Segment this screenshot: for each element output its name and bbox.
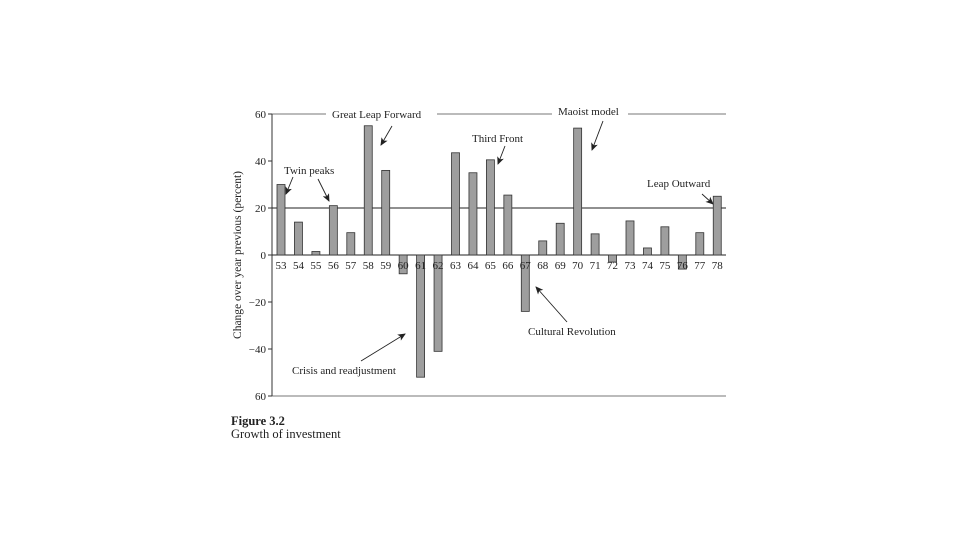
bar-55 bbox=[311, 251, 321, 256]
x-tick-label-59: 59 bbox=[380, 260, 392, 272]
bar-66 bbox=[503, 194, 513, 256]
bar-74 bbox=[643, 247, 652, 256]
y-tick-label: 40 bbox=[255, 156, 267, 168]
bar-67 bbox=[520, 254, 530, 312]
x-tick-label-76: 76 bbox=[677, 260, 689, 272]
bar-70 bbox=[573, 127, 583, 256]
x-tick-label-65: 65 bbox=[485, 260, 497, 272]
annotation-arrow bbox=[591, 120, 604, 151]
x-tick-label-56: 56 bbox=[328, 260, 340, 272]
bar-62 bbox=[433, 254, 443, 352]
x-tick-label-53: 53 bbox=[276, 260, 288, 272]
figure-title: Growth of investment bbox=[231, 427, 341, 441]
x-tick-label-63: 63 bbox=[450, 260, 462, 272]
x-tick-label-68: 68 bbox=[537, 260, 549, 272]
x-tick-label-74: 74 bbox=[642, 260, 654, 272]
figure-number: Figure 3.2 bbox=[231, 414, 285, 428]
bars bbox=[276, 125, 722, 378]
bar-71 bbox=[590, 233, 600, 256]
bar-77 bbox=[695, 232, 705, 256]
bar-72 bbox=[608, 254, 617, 263]
x-tick-label-77: 77 bbox=[694, 260, 706, 272]
bar-59 bbox=[381, 169, 391, 256]
bar-68 bbox=[538, 240, 548, 256]
bar-58 bbox=[363, 125, 373, 256]
annotations: Great Leap Forward Maoist model Third Fr… bbox=[284, 106, 714, 377]
bar-75 bbox=[660, 226, 670, 256]
annotation-cultural-revolution: Cultural Revolution bbox=[528, 326, 616, 338]
figure-caption: Figure 3.2 Growth of investment bbox=[231, 415, 341, 441]
annotation-maoist-model: Maoist model bbox=[558, 106, 619, 118]
y-tick-label: 60 bbox=[255, 391, 267, 403]
bar-57 bbox=[346, 232, 356, 256]
x-tick-label-55: 55 bbox=[310, 260, 322, 272]
annotation-arrow bbox=[380, 125, 393, 146]
x-tick-label-57: 57 bbox=[345, 260, 357, 272]
x-tick-label-61: 61 bbox=[415, 260, 426, 272]
bar-54 bbox=[294, 221, 303, 256]
y-axis-label: Change over year previous (percent) bbox=[232, 171, 244, 339]
annotation-arrow bbox=[535, 286, 568, 323]
x-tick-label-66: 66 bbox=[502, 260, 514, 272]
bar-61 bbox=[416, 254, 426, 378]
x-tick-label-73: 73 bbox=[625, 260, 637, 272]
x-tick-label-54: 54 bbox=[293, 260, 305, 272]
bar-73 bbox=[625, 220, 635, 256]
x-tick-label-69: 69 bbox=[555, 260, 567, 272]
annotation-twin-peaks: Twin peaks bbox=[284, 165, 334, 177]
x-tick-label-72: 72 bbox=[607, 260, 618, 272]
y-tick-label: 20 bbox=[255, 203, 267, 215]
y-tick-label: 0 bbox=[261, 250, 267, 262]
bar-60 bbox=[398, 254, 408, 275]
bar-76 bbox=[677, 254, 687, 270]
bar-56 bbox=[328, 205, 338, 256]
x-tick-label-71: 71 bbox=[590, 260, 601, 272]
annotation-third-front: Third Front bbox=[472, 133, 523, 145]
x-tick-label-70: 70 bbox=[572, 260, 584, 272]
x-tick-label-58: 58 bbox=[363, 260, 375, 272]
annotation-great-leap-forward: Great Leap Forward bbox=[332, 109, 422, 121]
annotation-arrow bbox=[285, 176, 294, 195]
x-tick-label-62: 62 bbox=[433, 260, 444, 272]
x-tick-label-60: 60 bbox=[398, 260, 410, 272]
x-tick-labels: 53 54 55 56 57 58 59 60 61 62 63 64 65 66 67 68 69 70 71 72… bbox=[276, 260, 724, 272]
annotation-arrow bbox=[497, 145, 506, 165]
bar-64 bbox=[468, 172, 478, 256]
bar-65 bbox=[485, 159, 495, 256]
bar-63 bbox=[451, 152, 460, 256]
x-tick-label-64: 64 bbox=[467, 260, 479, 272]
bar-78 bbox=[712, 195, 722, 256]
annotation-crisis-and-readjustment: Crisis and readjustment bbox=[292, 365, 396, 377]
annotation-arrow bbox=[317, 178, 330, 202]
y-tick-label: −20 bbox=[249, 297, 267, 309]
y-ticks: 60 40 20 0 −20 −40 60 bbox=[249, 109, 272, 403]
annotation-leap-outward: Leap Outward bbox=[647, 178, 711, 190]
bar-69 bbox=[555, 222, 565, 256]
x-tick-label-75: 75 bbox=[659, 260, 671, 272]
y-tick-label: 60 bbox=[255, 109, 267, 121]
x-tick-label-78: 78 bbox=[712, 260, 724, 272]
x-tick-label-67: 67 bbox=[520, 260, 532, 272]
annotation-arrow bbox=[360, 333, 406, 362]
annotation-arrow bbox=[701, 193, 714, 205]
bar-53 bbox=[276, 184, 286, 256]
y-tick-label: −40 bbox=[249, 344, 267, 356]
